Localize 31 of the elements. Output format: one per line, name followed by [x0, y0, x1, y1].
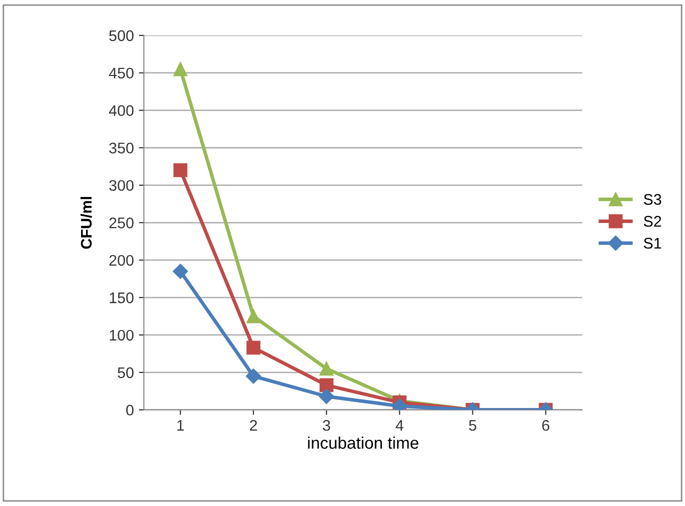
point	[173, 163, 188, 178]
legend-label: S2	[644, 216, 662, 227]
x-tick-label: 5	[469, 420, 476, 431]
point	[246, 368, 262, 384]
y-axis-title: CFU/ml	[80, 196, 92, 249]
x-tick-label: 3	[322, 420, 330, 431]
y-tick-label: 450	[108, 68, 134, 79]
x-axis-title: incubation time	[308, 436, 418, 449]
y-tick-label: 350	[109, 142, 134, 154]
y-tick-label: 150	[110, 292, 134, 304]
y-tick-label: 500	[109, 30, 134, 42]
y-tick-label: 0	[126, 404, 134, 416]
point	[172, 264, 188, 279]
y-tick-label: 300	[109, 180, 134, 191]
x-tick-label: 1	[177, 420, 184, 431]
point	[246, 340, 260, 355]
point	[246, 309, 260, 324]
point	[320, 378, 334, 392]
point	[320, 362, 334, 376]
y-tick-label: 250	[109, 218, 134, 228]
x-tick-label: 6	[542, 420, 550, 431]
legend-label: S3	[644, 194, 662, 205]
x-tick-label: 2	[250, 420, 257, 431]
point	[173, 62, 188, 76]
legend-label: S1	[644, 238, 662, 249]
point	[318, 388, 334, 404]
x-tick-label: 4	[396, 420, 404, 431]
y-tick-label: 400	[108, 105, 134, 116]
y-tick-label: 100	[110, 330, 134, 341]
y-tick-label: 50	[118, 367, 134, 378]
y-tick-label: 200	[109, 254, 134, 266]
